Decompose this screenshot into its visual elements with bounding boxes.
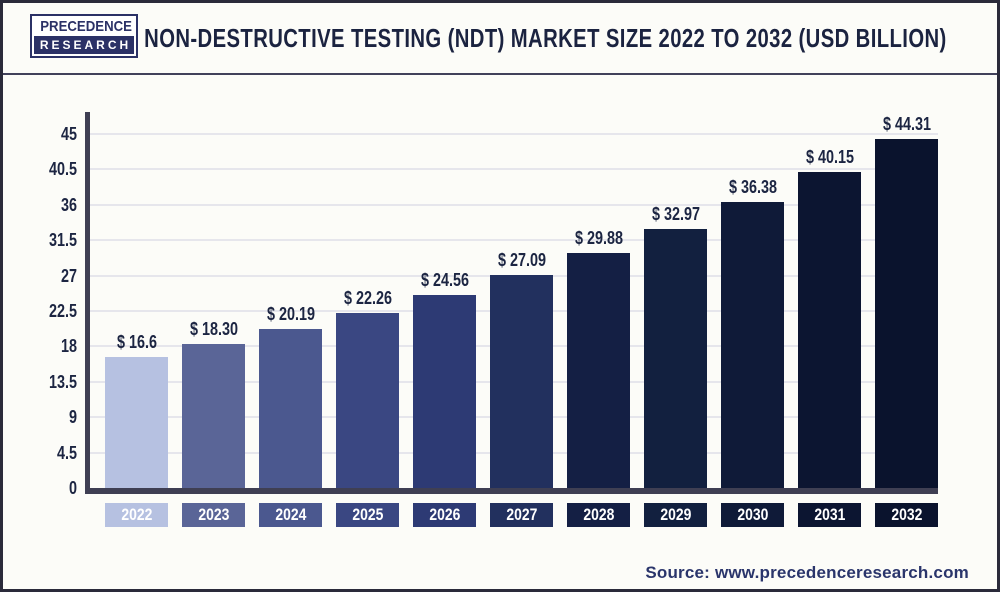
x-tick-box: 2023	[182, 503, 245, 527]
y-tick-label: 0	[23, 478, 77, 498]
bar-value-label: $ 27.09	[491, 251, 551, 270]
bar-value-text: $ 27.09	[497, 250, 546, 270]
x-tick-label: 2028	[582, 505, 615, 524]
bar-value-text: $ 20.19	[266, 304, 315, 324]
x-tick-label: 2030	[736, 505, 769, 524]
bar-value-label: $ 20.19	[260, 305, 320, 324]
bar-value-label: $ 32.97	[645, 205, 705, 224]
bar	[182, 344, 245, 488]
bar-value-text: $ 40.15	[805, 147, 854, 167]
y-tick-label: 18	[23, 336, 77, 356]
bar-value-text: $ 44.31	[882, 114, 931, 134]
logo-line2: RESEARCH	[34, 36, 134, 54]
x-tick-box: 2026	[413, 503, 476, 527]
bar-value-label: $ 29.88	[568, 229, 628, 248]
bar	[413, 295, 476, 488]
bar-value-text: $ 32.97	[651, 204, 700, 224]
x-tick-label: 2026	[428, 505, 461, 524]
y-tick-text: 9	[68, 407, 77, 428]
bar-chart: 0 4.5 9 13.5 18 22.5 27 31.5 36 40.5 45 $ 16.6 2022 $…	[3, 3, 997, 589]
y-tick-text: 22.5	[48, 301, 77, 321]
y-tick-text: 40.5	[48, 159, 77, 180]
y-tick-text: 0	[68, 478, 77, 498]
y-tick-text: 4.5	[56, 442, 77, 463]
gridline	[90, 239, 938, 242]
bar-value-text: $ 16.6	[116, 332, 157, 352]
x-tick-box: 2022	[105, 503, 168, 527]
x-tick-box: 2030	[721, 503, 784, 527]
bar	[567, 253, 630, 488]
x-axis-line	[85, 488, 938, 494]
bar-value-label: $ 18.30	[183, 320, 243, 339]
y-tick-label: 31.5	[23, 230, 77, 250]
bar-value-text: $ 24.56	[420, 270, 469, 290]
x-tick-box: 2032	[875, 503, 938, 527]
bar-value-label: $ 40.15	[799, 148, 859, 167]
y-tick-label: 45	[23, 124, 77, 144]
y-tick-text: 36	[60, 194, 77, 215]
x-tick-box: 2029	[644, 503, 707, 527]
y-tick-label: 36	[23, 195, 77, 215]
x-tick-label: 2022	[120, 505, 153, 524]
bar-value-label: $ 16.6	[111, 333, 161, 352]
bar-value-text: $ 36.38	[728, 177, 777, 197]
bar-value-label: $ 44.31	[876, 115, 936, 134]
bar-value-label: $ 22.26	[337, 289, 397, 308]
bar	[105, 357, 168, 488]
x-tick-box: 2025	[336, 503, 399, 527]
x-tick-box: 2028	[567, 503, 630, 527]
x-tick-label: 2023	[197, 505, 230, 524]
x-tick-label: 2029	[659, 505, 692, 524]
x-tick-label: 2024	[274, 505, 307, 524]
bar	[336, 313, 399, 488]
source-text: Source: www.precedenceresearch.com	[645, 563, 969, 582]
bar	[721, 202, 784, 488]
y-axis-line	[85, 112, 90, 494]
gridline	[90, 203, 938, 206]
y-tick-label: 4.5	[23, 443, 77, 463]
y-tick-label: 22.5	[23, 301, 77, 321]
bar	[875, 139, 938, 488]
y-tick-text: 27	[60, 265, 77, 286]
x-tick-label: 2031	[813, 505, 846, 524]
page-title: NON-DESTRUCTIVE TESTING (NDT) MARKET SIZ…	[143, 22, 947, 53]
y-tick-label: 40.5	[23, 159, 77, 179]
y-tick-text: 18	[60, 336, 77, 357]
bar-value-text: $ 22.26	[343, 288, 392, 308]
bar	[798, 172, 861, 488]
bar-value-label: $ 36.38	[722, 178, 782, 197]
y-tick-text: 45	[60, 124, 77, 144]
x-tick-label: 2025	[351, 505, 384, 524]
header-divider	[3, 73, 997, 75]
bar	[490, 275, 553, 488]
x-tick-label: 2027	[505, 505, 538, 524]
x-tick-box: 2031	[798, 503, 861, 527]
gridline	[90, 133, 938, 135]
bar-value-text: $ 29.88	[574, 228, 623, 248]
x-tick-label: 2032	[890, 505, 923, 524]
y-tick-text: 13.5	[48, 371, 77, 392]
x-tick-box: 2024	[259, 503, 322, 527]
bar-value-label: $ 24.56	[414, 271, 474, 290]
x-tick-box: 2027	[490, 503, 553, 527]
y-tick-label: 13.5	[23, 372, 77, 392]
logo-line1: PRECEDENCE	[34, 18, 134, 36]
bar	[259, 329, 322, 488]
bar	[644, 229, 707, 488]
gridline	[90, 168, 938, 171]
precedence-research-logo: PRECEDENCE RESEARCH	[30, 14, 138, 58]
y-tick-text: 31.5	[48, 230, 77, 251]
page-title-wrap: NON-DESTRUCTIVE TESTING (NDT) MARKET SIZ…	[98, 3, 992, 73]
y-tick-label: 27	[23, 266, 77, 286]
bar-value-text: $ 18.30	[189, 319, 238, 339]
y-tick-label: 9	[23, 407, 77, 427]
header: PRECEDENCE RESEARCH NON-DESTRUCTIVE TEST…	[3, 3, 997, 73]
